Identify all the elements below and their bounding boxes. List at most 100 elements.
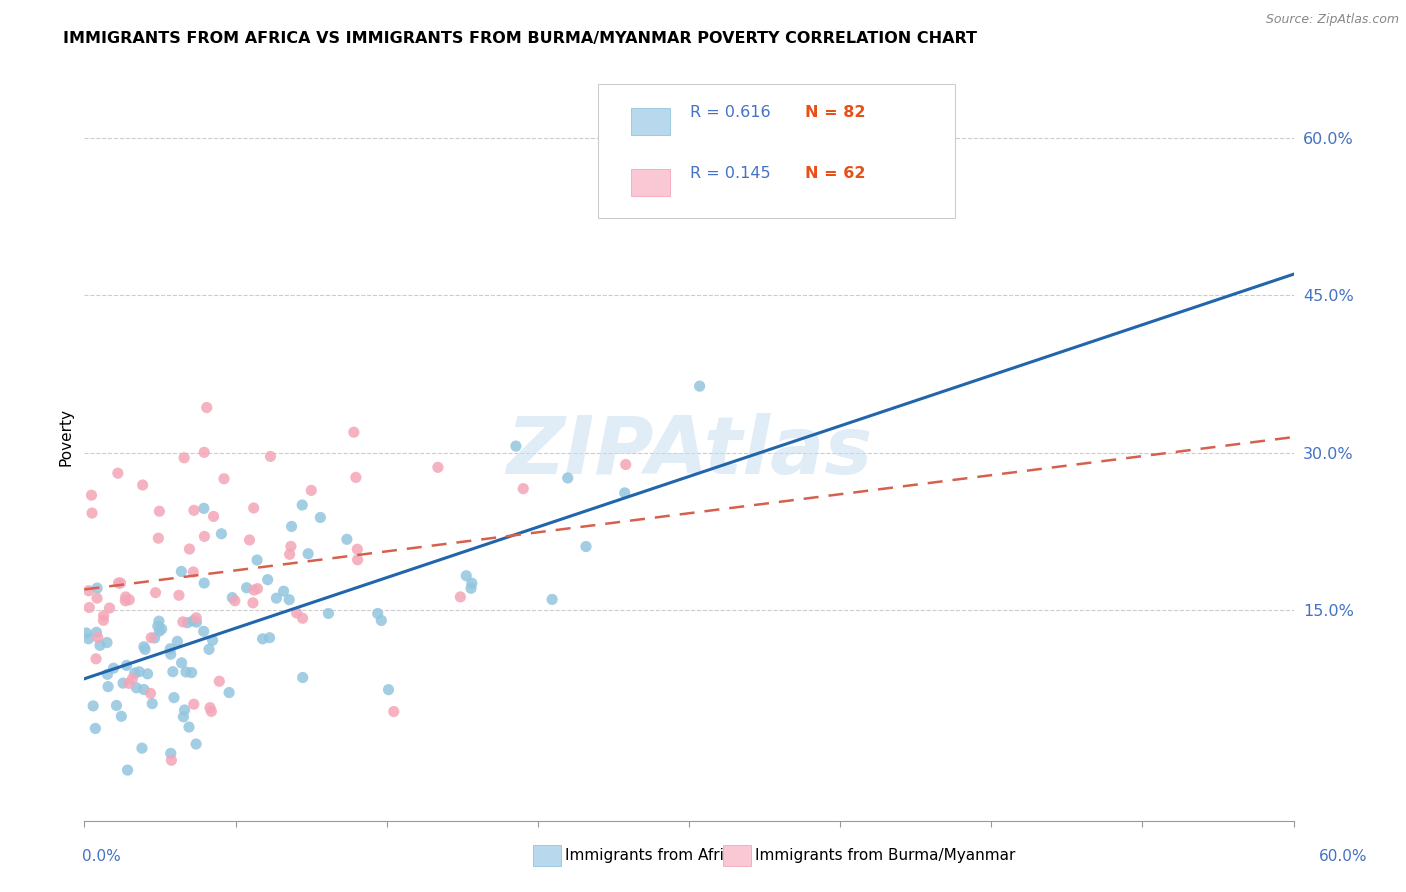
- Point: [613, 486, 636, 500]
- Point: [461, 576, 484, 591]
- Text: R = 0.145: R = 0.145: [690, 167, 770, 181]
- Point: [259, 450, 281, 464]
- Point: [96, 667, 118, 681]
- Point: [97, 680, 120, 694]
- Point: [174, 665, 197, 679]
- Point: [110, 709, 132, 723]
- Point: [259, 631, 281, 645]
- Point: [689, 379, 711, 393]
- Point: [87, 631, 110, 645]
- Point: [177, 720, 200, 734]
- Point: [148, 624, 170, 638]
- Point: [146, 619, 169, 633]
- Point: [166, 634, 188, 648]
- Point: [218, 685, 240, 699]
- Point: [382, 705, 405, 719]
- Point: [139, 686, 162, 700]
- Point: [77, 600, 100, 615]
- Point: [193, 624, 215, 639]
- Point: [115, 658, 138, 673]
- Point: [377, 682, 399, 697]
- Point: [195, 401, 218, 415]
- Point: [128, 665, 150, 679]
- Point: [132, 640, 155, 654]
- Point: [201, 633, 224, 648]
- Text: ZIPAtlas: ZIPAtlas: [506, 413, 872, 491]
- Point: [309, 510, 332, 524]
- Point: [117, 763, 139, 777]
- Point: [105, 698, 128, 713]
- Point: [266, 591, 288, 606]
- Point: [84, 652, 107, 666]
- Point: [575, 540, 598, 554]
- Point: [198, 700, 221, 714]
- Point: [159, 641, 181, 656]
- Point: [159, 647, 181, 661]
- Point: [80, 506, 103, 520]
- Point: [278, 592, 301, 607]
- Point: [200, 705, 222, 719]
- FancyBboxPatch shape: [599, 84, 955, 219]
- Point: [193, 501, 215, 516]
- Point: [173, 703, 195, 717]
- Point: [280, 540, 302, 554]
- Point: [148, 531, 170, 545]
- Point: [456, 568, 478, 582]
- Point: [114, 593, 136, 607]
- Text: 60.0%: 60.0%: [1319, 849, 1367, 863]
- Point: [449, 590, 471, 604]
- Text: Immigrants from Burma/Myanmar: Immigrants from Burma/Myanmar: [755, 848, 1015, 863]
- Text: IMMIGRANTS FROM AFRICA VS IMMIGRANTS FROM BURMA/MYANMAR POVERTY CORRELATION CHAR: IMMIGRANTS FROM AFRICA VS IMMIGRANTS FRO…: [63, 31, 977, 46]
- Point: [224, 594, 246, 608]
- Point: [75, 626, 97, 640]
- Point: [124, 666, 146, 681]
- Point: [143, 631, 166, 645]
- Point: [183, 697, 205, 711]
- Point: [202, 509, 225, 524]
- Point: [121, 672, 143, 686]
- Point: [221, 591, 243, 605]
- Point: [103, 661, 125, 675]
- Point: [278, 547, 301, 561]
- Point: [118, 676, 141, 690]
- Point: [252, 632, 274, 646]
- Point: [186, 615, 208, 629]
- Point: [162, 665, 184, 679]
- Point: [160, 753, 183, 767]
- Point: [346, 542, 368, 557]
- Point: [131, 478, 153, 492]
- Point: [98, 601, 121, 615]
- Point: [179, 541, 201, 556]
- Point: [181, 565, 204, 579]
- Point: [370, 614, 392, 628]
- Point: [173, 450, 195, 465]
- Point: [198, 642, 221, 657]
- Point: [273, 584, 295, 599]
- Point: [209, 526, 232, 541]
- Point: [80, 488, 103, 502]
- Point: [291, 498, 314, 512]
- Point: [460, 582, 482, 596]
- Point: [170, 565, 193, 579]
- Point: [77, 583, 100, 598]
- Point: [132, 682, 155, 697]
- Point: [84, 722, 107, 736]
- Point: [235, 581, 257, 595]
- Point: [86, 581, 108, 595]
- Point: [86, 591, 108, 606]
- Point: [208, 674, 231, 689]
- Point: [212, 472, 235, 486]
- Point: [77, 632, 100, 646]
- Point: [107, 576, 129, 591]
- Point: [318, 607, 340, 621]
- Y-axis label: Poverty: Poverty: [58, 408, 73, 467]
- FancyBboxPatch shape: [631, 108, 669, 135]
- Point: [86, 625, 108, 640]
- Point: [93, 608, 115, 623]
- Point: [141, 697, 163, 711]
- Point: [346, 553, 368, 567]
- Point: [291, 671, 314, 685]
- Point: [89, 638, 111, 652]
- Point: [193, 445, 215, 459]
- Point: [242, 596, 264, 610]
